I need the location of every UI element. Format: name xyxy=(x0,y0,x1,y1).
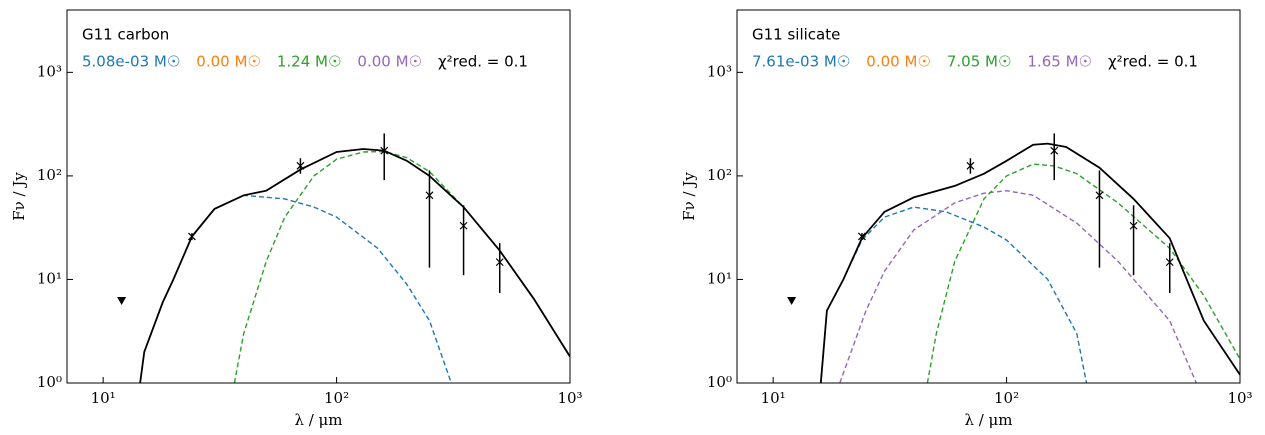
y-axis-label: Fν / Jy xyxy=(680,172,698,221)
mass-annotation: 0.00 M☉ xyxy=(196,53,261,71)
x-tick-label: 10² xyxy=(324,389,349,407)
data-point xyxy=(425,191,434,200)
mass-annotation: 0.00 M☉ xyxy=(866,53,931,71)
sed-curve xyxy=(819,142,1240,383)
data-point xyxy=(857,232,866,241)
x-axis-label: λ / μm xyxy=(294,411,342,429)
x-tick-label: 10¹ xyxy=(91,389,116,407)
y-tick-label: 10¹ xyxy=(37,269,62,287)
mass-annotation: 5.08e-03 M☉ xyxy=(82,53,180,71)
data-point xyxy=(1050,146,1059,155)
data-point xyxy=(296,161,305,170)
sed-curve xyxy=(233,150,570,383)
mass-annotation: 1.65 M☉ xyxy=(1027,53,1092,71)
sed-curve xyxy=(839,189,1197,383)
sed-curve xyxy=(820,206,1088,383)
mass-annotation: 1.24 M☉ xyxy=(277,53,342,71)
panel-title: G11 silicate xyxy=(752,26,840,44)
y-tick-label: 10² xyxy=(707,166,732,184)
upper-limit xyxy=(117,296,127,305)
y-tick-label: 10⁰ xyxy=(707,373,732,391)
y-tick-label: 10⁰ xyxy=(37,373,62,391)
x-tick-label: 10² xyxy=(994,389,1019,407)
sed-curve xyxy=(139,148,570,383)
mass-annotation: χ²red. = 0.1 xyxy=(438,53,528,71)
y-tick-label: 10² xyxy=(37,166,62,184)
x-axis-label: λ / μm xyxy=(964,411,1012,429)
data-point xyxy=(380,146,389,155)
axes-frame xyxy=(66,9,571,384)
data-point xyxy=(1095,191,1104,200)
x-tick-label: 10¹ xyxy=(761,389,786,407)
mass-annotation: 7.61e-03 M☉ xyxy=(752,53,850,71)
data-point xyxy=(495,258,504,267)
panel-title: G11 carbon xyxy=(82,26,169,44)
panel: 10¹ 10² 10³ 10⁰ 10¹ 10² 10³ λ / μm Fν / Jy G11 si… xyxy=(680,9,1253,429)
panel: 10¹ 10² 10³ 10⁰ 10¹ 10² 10³ λ / μm Fν / Jy G11 ca… xyxy=(10,9,583,429)
mass-annotation: 0.00 M☉ xyxy=(357,53,422,71)
mass-annotation: 7.05 M☉ xyxy=(947,53,1012,71)
x-tick-label: 10³ xyxy=(1227,389,1252,407)
x-tick-label: 10³ xyxy=(557,389,582,407)
sed-curve xyxy=(926,163,1240,383)
data-point xyxy=(966,161,975,170)
upper-limit xyxy=(787,296,797,305)
y-axis-label: Fν / Jy xyxy=(10,172,28,221)
y-tick-label: 10³ xyxy=(707,62,732,80)
data-point xyxy=(1165,258,1174,267)
mass-annotation: χ²red. = 0.1 xyxy=(1108,53,1198,71)
sed-curve xyxy=(143,194,452,383)
y-tick-label: 10¹ xyxy=(707,269,732,287)
data-point xyxy=(1129,221,1138,230)
data-point xyxy=(187,232,196,241)
y-tick-label: 10³ xyxy=(37,62,62,80)
axes-frame xyxy=(736,9,1241,384)
data-point xyxy=(459,221,468,230)
